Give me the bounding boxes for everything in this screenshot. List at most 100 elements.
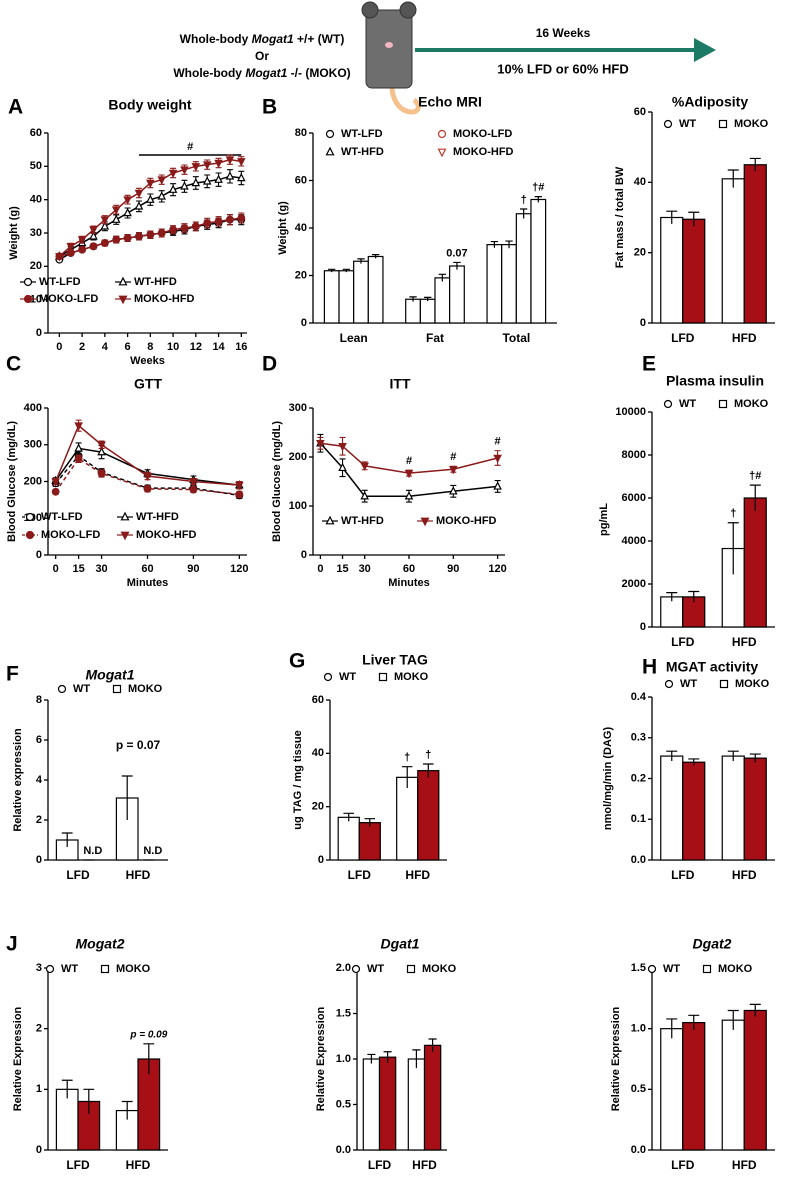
error-bar (401, 766, 413, 788)
error-bar (519, 208, 528, 219)
annotation: # (450, 451, 456, 463)
y-tick-label: 0 (301, 549, 307, 561)
x-tick-label: LFD (348, 868, 372, 882)
chart-title: Echo MRI (418, 94, 482, 110)
y-tick-label: 20 (295, 269, 307, 281)
data-point (404, 491, 414, 500)
x-tick-label: 60 (141, 563, 153, 575)
panel-letter: F (6, 663, 19, 686)
legend-marker (23, 277, 33, 287)
legend-label: WT (61, 963, 78, 975)
data-point (111, 214, 121, 223)
text: +/+ (WT) (294, 32, 345, 46)
legend-label: MOKO (718, 963, 753, 975)
or-label: Or (255, 49, 269, 63)
y-axis-label: ug TAG / mg tissue (292, 730, 304, 829)
data-point (89, 242, 98, 251)
y-tick-label: 2 (36, 814, 42, 826)
error-bar (666, 592, 678, 602)
legend-label: WT (679, 398, 696, 410)
legend-marker (647, 964, 657, 974)
bar (367, 255, 384, 324)
legend-label: WT-LFD (41, 511, 83, 523)
legend-label: WT-HFD (134, 276, 177, 288)
x-tick-label: 0 (56, 341, 62, 353)
data-point (235, 481, 244, 491)
x-tick-label: HFD (412, 1158, 437, 1172)
data-point (225, 156, 235, 165)
y-tick-label: 80 (295, 127, 307, 139)
x-tick-label: LFD (368, 1158, 392, 1172)
data-point (157, 176, 166, 185)
chart-title: MGAT activity (666, 659, 759, 675)
bar (530, 198, 547, 324)
error-bar (121, 1100, 133, 1120)
chart-title: Mogat2 (76, 936, 125, 952)
error-bar (424, 296, 432, 302)
chart-title: Body weight (108, 97, 192, 113)
x-tick-label: HFD (732, 635, 757, 649)
error-bar (688, 1014, 700, 1030)
data-point (404, 469, 414, 479)
error-bar (121, 775, 133, 820)
y-tick-label: 40 (295, 222, 307, 234)
x-tick-label: 15 (336, 563, 348, 575)
data-point (89, 231, 98, 240)
data-point (134, 189, 144, 199)
y-tick-label: 40 (30, 194, 42, 206)
bar (419, 298, 436, 324)
error-bar (364, 818, 376, 827)
data-point (89, 226, 98, 235)
legend-marker (120, 531, 130, 541)
significance-label: # (187, 141, 193, 153)
data-point (226, 215, 234, 224)
legend-label: WT-LFD (39, 276, 81, 288)
x-tick-label: 16 (235, 341, 247, 353)
bar (721, 178, 745, 324)
series-line (58, 175, 242, 257)
x-tick-label: LFD (671, 331, 695, 345)
bar (358, 822, 381, 861)
legend-marker (406, 964, 416, 974)
data-point (189, 478, 198, 487)
chart-title: Dgat1 (381, 936, 420, 952)
legend-label: MOKO (422, 963, 457, 975)
y-tick-label: 20 (312, 801, 324, 813)
data-point (74, 454, 83, 463)
legend-label: WT-HFD (136, 511, 179, 523)
data-point (123, 207, 132, 217)
y-tick-label: 6 (36, 734, 42, 746)
error-bar (342, 268, 351, 273)
panel-letter: D (262, 353, 277, 376)
annotation: † (404, 752, 410, 764)
legend-marker (702, 964, 712, 974)
chart-title: ITT (390, 376, 411, 392)
x-tick-label: LFD (671, 635, 695, 649)
data-point (214, 217, 223, 226)
y-tick-label: 400 (24, 402, 42, 414)
data-point (338, 462, 347, 472)
y-tick-label: 60 (295, 174, 307, 186)
bar (323, 270, 340, 324)
legend-label: WT (663, 963, 680, 975)
error-bar (727, 750, 739, 761)
gene: Mogat1 (252, 32, 294, 46)
panel-letter: E (642, 353, 656, 376)
y-tick-label: 0.0 (631, 854, 646, 866)
y-tick-label: 4 (36, 774, 43, 786)
bar (660, 755, 684, 861)
bar (515, 213, 532, 324)
data-point (100, 239, 109, 247)
bar (743, 164, 767, 324)
y-tick-label: 0 (36, 1144, 42, 1156)
data-point (146, 179, 155, 189)
error-bar (409, 296, 417, 302)
mouse-body (365, 9, 413, 89)
chart-title: Plasma insulin (666, 373, 764, 389)
legend-marker (45, 964, 55, 974)
y-tick-label: 60 (634, 106, 646, 118)
data-point (493, 481, 502, 490)
data-point (55, 253, 64, 262)
bar (423, 1044, 442, 1151)
y-tick-label: 0.2 (631, 772, 646, 784)
